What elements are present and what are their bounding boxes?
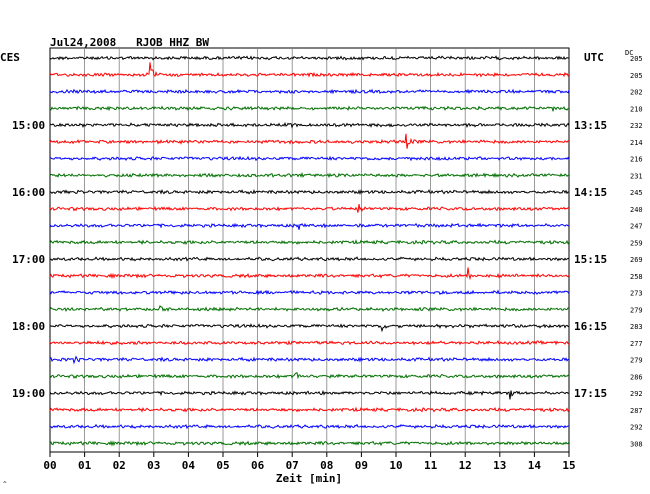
x-tick-label: 05 (216, 459, 229, 472)
dc-offset-label: 214 (630, 139, 643, 147)
right-hour-label: 14:15 (574, 186, 607, 199)
x-axis-ticks: 00 01 02 03 04 05 06 07 08 09 10 11 12 13 14 15 (43, 452, 576, 472)
x-axis-label: Zeit [min] (276, 472, 342, 485)
dc-offset-labels: 205 205 202 210 232 214 216 231 245 240 247 259 269 2… (630, 55, 643, 448)
dc-offset-label: 205 (630, 72, 643, 80)
dc-offset-label: 279 (630, 357, 643, 365)
seismic-trace (49, 355, 570, 365)
seismic-trace (49, 389, 570, 400)
seismic-trace (49, 304, 570, 312)
seismic-trace (49, 155, 570, 162)
dc-offset-label: 292 (630, 424, 643, 432)
left-hour-label: 15:00 (12, 119, 45, 132)
seismic-trace (49, 239, 570, 246)
x-tick-label: 03 (147, 459, 160, 472)
x-tick-label: 02 (113, 459, 126, 472)
x-tick-label: 15 (562, 459, 575, 472)
right-hour-label: 15:15 (574, 253, 607, 266)
dc-offset-label: 283 (630, 323, 643, 331)
dc-offset-label: 258 (630, 273, 643, 281)
seismic-trace (49, 423, 570, 430)
seismic-trace (49, 55, 570, 61)
seismic-trace (49, 372, 570, 380)
dc-offset-label: 216 (630, 156, 643, 164)
right-timezone-label: UTC (584, 51, 604, 64)
left-hour-label: 16:00 (12, 186, 45, 199)
dc-offset-label: 210 (630, 105, 643, 113)
seismic-trace (49, 62, 570, 78)
dc-offset-label: 292 (630, 390, 643, 398)
dc-column-header: DC (625, 49, 633, 57)
dc-offset-label: 232 (630, 122, 643, 130)
chart-title: Jul24,2008 RJOB HHZ BW (50, 36, 209, 49)
seismic-trace (49, 440, 570, 447)
seismic-trace (49, 267, 570, 281)
seismic-trace (49, 323, 570, 333)
seismic-trace (49, 105, 570, 112)
dc-offset-label: 287 (630, 407, 643, 415)
right-hour-label: 17:15 (574, 387, 607, 400)
x-tick-label: 08 (320, 459, 333, 472)
dc-offset-label: 286 (630, 373, 643, 381)
seismic-trace (49, 171, 570, 179)
plot-frame (49, 47, 570, 453)
x-tick-label: 01 (78, 459, 92, 472)
x-tick-label: 10 (389, 459, 402, 472)
seismic-traces (49, 55, 570, 447)
left-hour-label: 17:00 (12, 253, 45, 266)
dc-offset-label: 231 (630, 172, 643, 180)
dc-offset-label: 240 (630, 206, 643, 214)
x-tick-label: 09 (355, 459, 368, 472)
x-tick-label: 11 (424, 459, 438, 472)
seismic-trace (49, 289, 570, 296)
seismic-trace (49, 204, 570, 213)
seismic-trace (49, 133, 570, 149)
left-hour-label: 19:00 (12, 387, 45, 400)
dc-offset-label: 279 (630, 306, 643, 314)
seismic-trace (49, 88, 570, 95)
seismic-trace (49, 222, 570, 230)
dc-offset-label: 245 (630, 189, 643, 197)
corner-mark: ^ (3, 481, 7, 488)
left-hour-labels: 15:00 16:00 17:00 18:00 19:00 (12, 119, 45, 400)
dc-offset-label: 269 (630, 256, 643, 264)
x-tick-label: 06 (251, 459, 265, 472)
x-tick-label: 00 (43, 459, 56, 472)
time-grid (49, 47, 570, 453)
dc-offset-label: 273 (630, 290, 643, 298)
seismic-trace (49, 121, 570, 129)
x-tick-label: 07 (286, 459, 299, 472)
dc-offset-label: 205 (630, 55, 643, 63)
right-hour-label: 16:15 (574, 320, 607, 333)
dc-offset-label: 247 (630, 223, 643, 231)
right-hour-labels: 13:15 14:15 15:15 16:15 17:15 (574, 119, 607, 400)
x-tick-label: 04 (182, 459, 196, 472)
dc-offset-label: 259 (630, 239, 643, 247)
seismic-trace (49, 188, 570, 196)
seismic-trace (49, 256, 570, 262)
seismic-trace (49, 406, 570, 413)
x-tick-label: 13 (493, 459, 506, 472)
right-hour-label: 13:15 (574, 119, 607, 132)
dc-offset-label: 277 (630, 340, 643, 348)
x-tick-label: 14 (528, 459, 542, 472)
left-timezone-label: CES (0, 51, 20, 64)
dc-offset-label: 308 (630, 440, 643, 448)
x-tick-label: 12 (459, 459, 472, 472)
dc-offset-label: 202 (630, 89, 643, 97)
left-hour-label: 18:00 (12, 320, 45, 333)
seismic-trace (49, 339, 570, 346)
